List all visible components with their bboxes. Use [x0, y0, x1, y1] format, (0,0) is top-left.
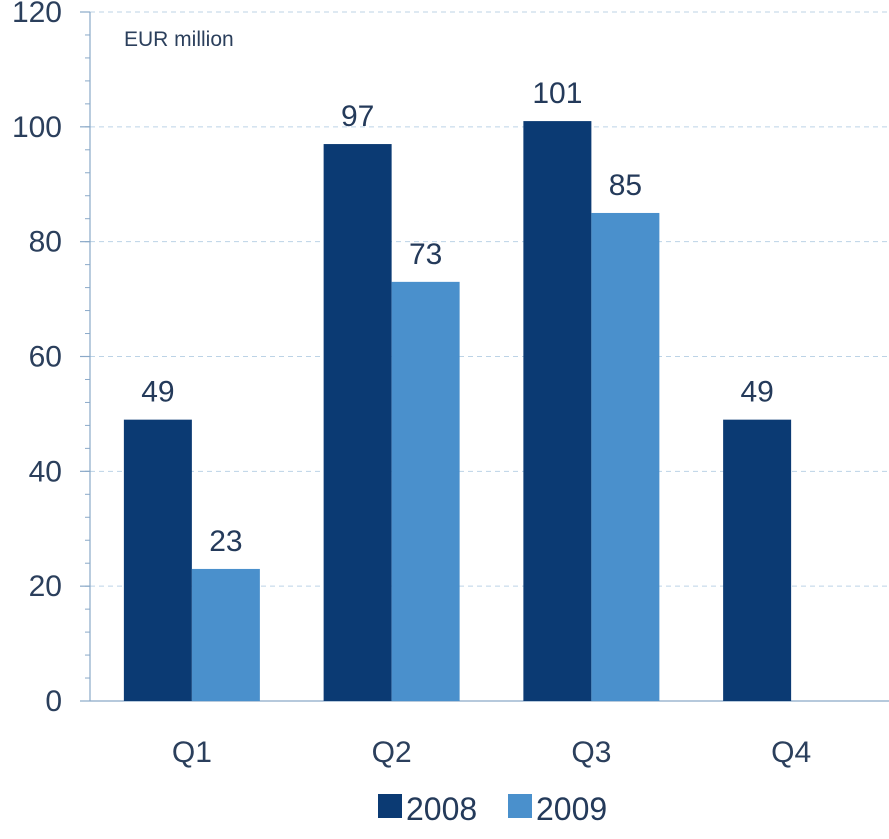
gridlines — [90, 11, 889, 587]
bars — [123, 121, 792, 702]
bar-2008-Q1 — [123, 419, 192, 701]
data-label: 97 — [341, 100, 374, 133]
legend-label-2009: 2009 — [536, 791, 607, 827]
y-tick-label: 80 — [29, 226, 62, 259]
y-axis: 0 20 40 60 80 100 120 — [12, 0, 889, 718]
data-label: 23 — [209, 525, 242, 558]
data-label: 49 — [141, 376, 174, 409]
y-tick-label: 60 — [29, 341, 62, 374]
legend-swatch-2008 — [378, 794, 402, 818]
data-label: 85 — [609, 169, 642, 202]
y-tick-label: 40 — [29, 455, 62, 488]
bar-2008-Q3 — [523, 121, 592, 701]
x-tick-label: Q3 — [571, 736, 611, 769]
data-label: 101 — [532, 77, 582, 110]
y-tick-label: 0 — [45, 685, 62, 718]
bar-2009-Q1 — [191, 568, 260, 701]
x-tick-label: Q2 — [372, 736, 412, 769]
data-labels: 49 23 Q1 97 73 Q2 101 85 Q3 49 Q4 — [141, 77, 811, 769]
bar-2009-Q2 — [391, 281, 460, 701]
x-tick-label: Q1 — [172, 736, 212, 769]
bar-2009-Q3 — [591, 212, 660, 702]
legend-swatch-2009 — [508, 794, 532, 818]
unit-label: EUR million — [124, 28, 234, 51]
y-tick-label: 20 — [29, 570, 62, 603]
data-label: 49 — [740, 376, 773, 409]
legend-label-2008: 2008 — [406, 791, 477, 827]
bar-2008-Q4 — [723, 419, 792, 701]
x-tick-label: Q4 — [771, 736, 811, 769]
legend: 2008 2009 — [378, 791, 607, 827]
bar-2008-Q2 — [323, 144, 392, 701]
y-tick-label: 120 — [12, 0, 62, 29]
data-label: 73 — [409, 238, 442, 271]
y-tick-label: 100 — [12, 111, 62, 144]
